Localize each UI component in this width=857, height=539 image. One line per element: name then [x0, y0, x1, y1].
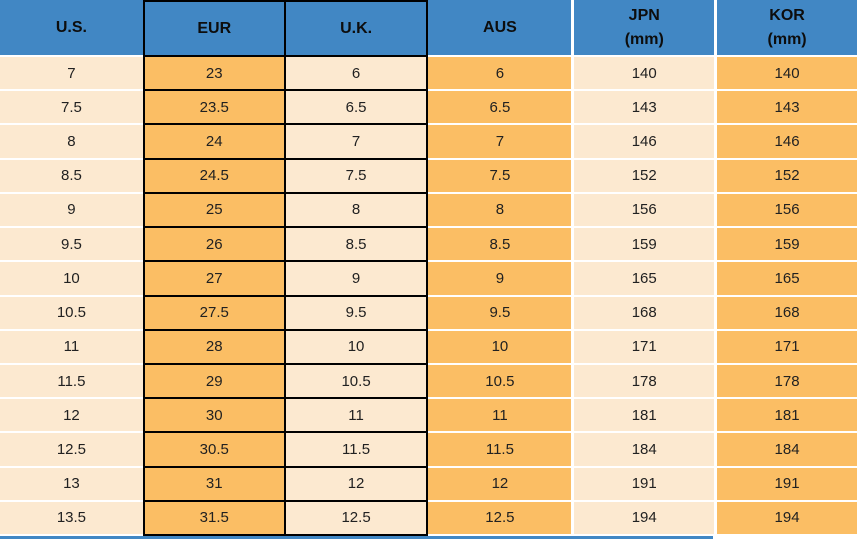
- cell-kor: 181: [714, 399, 857, 434]
- cell-us: 11.5: [0, 364, 143, 400]
- cell-uk: 7.5: [285, 159, 429, 194]
- cell-aus: 7.5: [428, 159, 572, 194]
- cell-eur: 24.5: [142, 159, 286, 194]
- header-uk: U.K.: [285, 0, 429, 57]
- header-kor-label: KOR: [769, 7, 805, 25]
- cell-jpn: 184: [571, 433, 715, 468]
- cell-aus: 12: [428, 467, 572, 502]
- cell-jpn: 191: [571, 467, 715, 502]
- cell-aus: 12.5: [428, 501, 572, 536]
- header-kor-unit: (mm): [767, 30, 807, 48]
- cell-jpn: 156: [571, 193, 715, 229]
- cell-jpn: 171: [571, 330, 715, 365]
- cell-jpn: 146: [571, 125, 715, 160]
- cell-eur: 25: [142, 193, 286, 229]
- cell-uk: 12.5: [285, 501, 429, 536]
- cell-aus: 7: [428, 125, 572, 160]
- cell-jpn: 140: [571, 57, 715, 92]
- cell-aus: 10: [428, 330, 572, 365]
- cell-jpn: 194: [571, 501, 715, 536]
- cell-kor: 152: [714, 159, 857, 194]
- cell-eur: 23.5: [142, 91, 286, 126]
- cell-eur: 31: [142, 467, 286, 502]
- cell-eur: 27: [142, 262, 286, 297]
- cell-kor: 165: [714, 262, 857, 297]
- cell-us: 10: [0, 262, 143, 297]
- cell-us: 9: [0, 193, 143, 229]
- cell-uk: 6.5: [285, 91, 429, 126]
- cell-aus: 11.5: [428, 433, 572, 468]
- cell-jpn: 168: [571, 296, 715, 331]
- cell-aus: 8: [428, 193, 572, 229]
- header-us: U.S.: [0, 0, 143, 57]
- cell-uk: 8.5: [285, 228, 429, 263]
- cell-kor: 156: [714, 193, 857, 229]
- cell-kor: 140: [714, 57, 857, 92]
- cell-kor: 168: [714, 296, 857, 331]
- header-jpn-label: JPN: [628, 7, 660, 25]
- cell-jpn: 165: [571, 262, 715, 297]
- cell-uk: 8: [285, 193, 429, 229]
- cell-aus: 6.5: [428, 91, 572, 126]
- cell-aus: 8.5: [428, 228, 572, 263]
- cell-eur: 29: [142, 364, 286, 400]
- header-jpn-unit: (mm): [624, 30, 664, 48]
- cell-eur: 31.5: [142, 501, 286, 536]
- cell-eur: 23: [142, 57, 286, 92]
- cell-uk: 6: [285, 57, 429, 92]
- cell-kor: 146: [714, 125, 857, 160]
- cell-us: 7: [0, 57, 143, 92]
- cell-uk: 9.5: [285, 296, 429, 331]
- cell-us: 7.5: [0, 91, 143, 126]
- cell-kor: 191: [714, 467, 857, 502]
- cell-jpn: 178: [571, 364, 715, 400]
- cell-uk: 11: [285, 399, 429, 434]
- cell-aus: 6: [428, 57, 572, 92]
- header-kor: KOR (mm): [714, 0, 857, 57]
- cell-eur: 30.5: [142, 433, 286, 468]
- cell-uk: 10.5: [285, 364, 429, 400]
- cell-us: 13: [0, 467, 143, 502]
- cell-jpn: 143: [571, 91, 715, 126]
- cell-uk: 12: [285, 467, 429, 502]
- cell-kor: 194: [714, 501, 857, 536]
- cell-aus: 11: [428, 399, 572, 434]
- cell-eur: 24: [142, 125, 286, 160]
- cell-eur: 26: [142, 228, 286, 263]
- cell-aus: 10.5: [428, 364, 572, 400]
- cell-uk: 9: [285, 262, 429, 297]
- cell-jpn: 159: [571, 228, 715, 263]
- cell-us: 8.5: [0, 159, 143, 194]
- header-jpn: JPN (mm): [571, 0, 715, 57]
- cell-us: 10.5: [0, 296, 143, 331]
- cell-kor: 184: [714, 433, 857, 468]
- cell-aus: 9.5: [428, 296, 572, 331]
- cell-us: 8: [0, 125, 143, 160]
- cell-eur: 27.5: [142, 296, 286, 331]
- cell-eur: 30: [142, 399, 286, 434]
- cell-us: 12.5: [0, 433, 143, 468]
- cell-us: 13.5: [0, 501, 143, 536]
- cell-uk: 7: [285, 125, 429, 160]
- cell-us: 9.5: [0, 228, 143, 263]
- header-aus: AUS: [428, 0, 572, 57]
- bottom-blue-bar: [0, 536, 713, 539]
- cell-eur: 28: [142, 330, 286, 365]
- cell-kor: 159: [714, 228, 857, 263]
- cell-kor: 171: [714, 330, 857, 365]
- cell-aus: 9: [428, 262, 572, 297]
- cell-jpn: 181: [571, 399, 715, 434]
- cell-jpn: 152: [571, 159, 715, 194]
- cell-kor: 143: [714, 91, 857, 126]
- cell-uk: 10: [285, 330, 429, 365]
- cell-us: 11: [0, 330, 143, 365]
- cell-us: 12: [0, 399, 143, 434]
- cell-uk: 11.5: [285, 433, 429, 468]
- header-eur: EUR: [142, 0, 286, 57]
- cell-kor: 178: [714, 364, 857, 400]
